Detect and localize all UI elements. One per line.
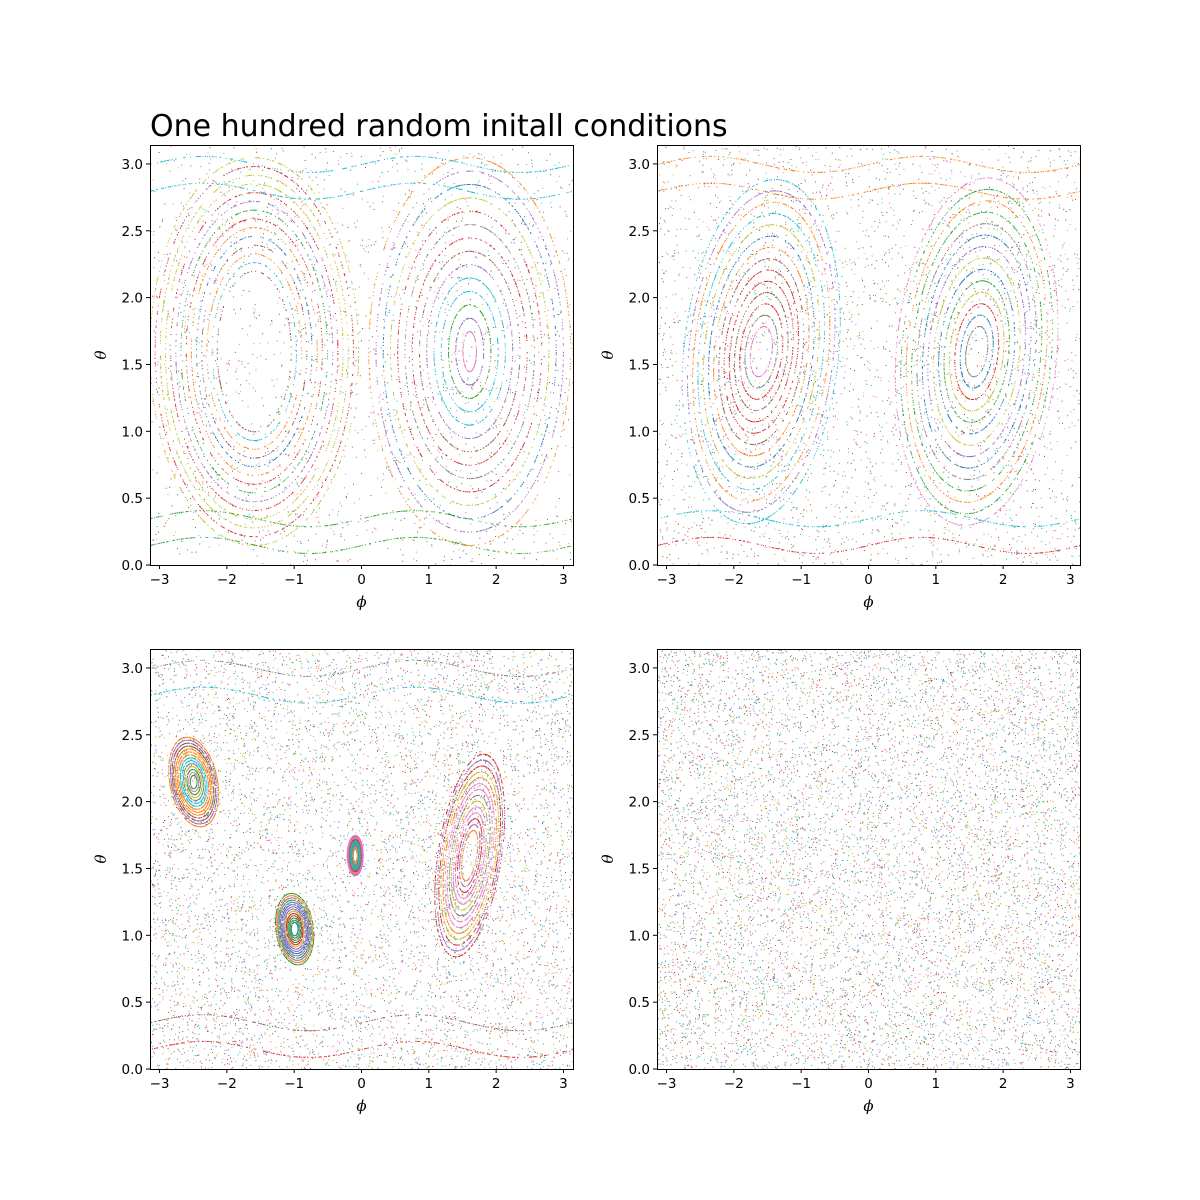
y-tick-label: 2.0 <box>122 795 143 811</box>
y-tick-label: 0.0 <box>629 1062 650 1078</box>
x-tick-label: −3 <box>657 572 677 588</box>
y-tick-label: 0.0 <box>122 558 143 574</box>
x-tick-label: 2 <box>999 1076 1008 1092</box>
x-axis-label: ϕ <box>356 1097 366 1115</box>
x-axis-label: ϕ <box>863 593 873 611</box>
y-tick-label: 2.5 <box>122 224 143 240</box>
y-tick-label: 3.0 <box>629 661 650 677</box>
y-tick-label: 1.5 <box>629 861 650 877</box>
y-tick-label: 1.0 <box>122 424 143 440</box>
y-tick-label: 0.5 <box>629 491 650 507</box>
y-tick-label: 0.0 <box>122 1062 143 1078</box>
x-tick-label: 3 <box>559 1076 568 1092</box>
x-tick-label: 1 <box>425 1076 434 1092</box>
y-tick-label: 0.5 <box>122 491 143 507</box>
x-tick-label: 2 <box>492 572 501 588</box>
x-tick-label: −2 <box>217 1076 237 1092</box>
y-tick-label: 0.5 <box>629 995 650 1011</box>
x-axis-label: ϕ <box>356 593 366 611</box>
x-tick-label: 0 <box>357 1076 366 1092</box>
y-tick-label: 1.0 <box>629 424 650 440</box>
x-tick-label: −2 <box>724 572 744 588</box>
y-tick-label: 1.5 <box>122 357 143 373</box>
x-tick-label: −3 <box>657 1076 677 1092</box>
x-tick-label: −1 <box>791 1076 811 1092</box>
y-axis-label: θ <box>92 350 110 359</box>
x-tick-label: 2 <box>492 1076 501 1092</box>
x-tick-label: 1 <box>932 572 941 588</box>
y-tick-label: 3.0 <box>122 661 143 677</box>
y-axis-label: θ <box>599 350 617 359</box>
x-tick-label: −1 <box>284 572 304 588</box>
x-axis-label: ϕ <box>863 1097 873 1115</box>
y-axis-label: θ <box>599 854 617 863</box>
y-tick-label: 2.0 <box>629 795 650 811</box>
x-tick-label: 0 <box>864 1076 873 1092</box>
x-tick-label: 1 <box>425 572 434 588</box>
x-tick-label: 3 <box>1066 1076 1075 1092</box>
y-tick-label: 3.0 <box>629 157 650 173</box>
y-tick-label: 2.0 <box>629 291 650 307</box>
y-tick-label: 1.5 <box>629 357 650 373</box>
y-tick-label: 3.0 <box>122 157 143 173</box>
y-tick-label: 2.5 <box>629 224 650 240</box>
y-tick-label: 1.5 <box>122 861 143 877</box>
y-tick-label: 0.0 <box>629 558 650 574</box>
y-tick-label: 2.0 <box>122 291 143 307</box>
y-tick-label: 1.0 <box>629 928 650 944</box>
y-tick-label: 2.5 <box>629 728 650 744</box>
x-tick-label: −2 <box>217 572 237 588</box>
y-tick-label: 0.5 <box>122 995 143 1011</box>
x-tick-label: 3 <box>559 572 568 588</box>
x-tick-label: 1 <box>932 1076 941 1092</box>
y-tick-label: 1.0 <box>122 928 143 944</box>
x-tick-label: −3 <box>150 1076 170 1092</box>
figure-title: One hundred random initall conditions <box>150 109 728 144</box>
x-tick-label: −2 <box>724 1076 744 1092</box>
x-tick-label: −3 <box>150 572 170 588</box>
x-tick-label: −1 <box>791 572 811 588</box>
x-tick-label: 0 <box>357 572 366 588</box>
x-tick-label: 2 <box>999 572 1008 588</box>
x-tick-label: 3 <box>1066 572 1075 588</box>
x-tick-label: 0 <box>864 572 873 588</box>
x-tick-label: −1 <box>284 1076 304 1092</box>
y-axis-label: θ <box>92 854 110 863</box>
y-tick-label: 2.5 <box>122 728 143 744</box>
